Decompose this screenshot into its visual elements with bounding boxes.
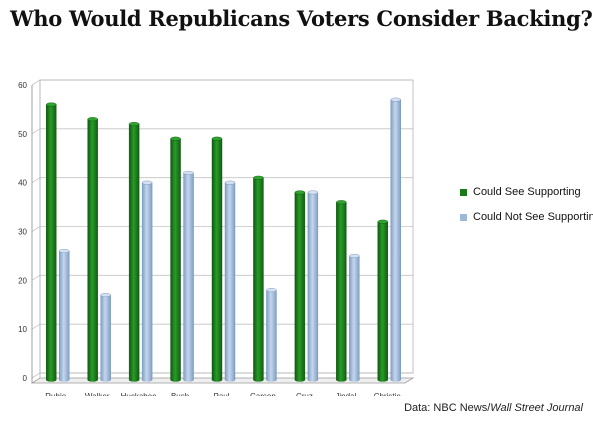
- legend-swatch-blue: [460, 214, 467, 221]
- y-tick-label: 60: [18, 81, 27, 90]
- bar: [336, 200, 347, 382]
- legend-item-could-see: Could See Supporting: [460, 186, 593, 199]
- y-tick-label: 10: [18, 325, 27, 334]
- x-tick-label: Paul: [213, 392, 229, 396]
- bar: [390, 97, 401, 382]
- x-tick-label: Christie: [374, 392, 402, 396]
- x-tick-label: Carson: [250, 392, 276, 396]
- x-tick-label: Bush: [171, 392, 189, 396]
- x-tick-label: Cruz: [296, 392, 313, 396]
- bar: [183, 170, 194, 382]
- y-tick-label: 50: [18, 130, 27, 139]
- gridline-side: [31, 177, 41, 184]
- bars: [46, 97, 401, 382]
- tick-labels: 0 10 20 30 40 50 60 Rubio Walker Huckabee Bush Paul…: [18, 81, 401, 396]
- bar: [128, 122, 140, 382]
- bar: [46, 102, 57, 382]
- bar: [294, 190, 306, 382]
- y-tick-label: 0: [23, 374, 28, 383]
- gridline-side: [31, 226, 41, 232]
- source-publication: Wall Street Journal: [490, 402, 583, 414]
- legend-swatch-green: [460, 189, 467, 196]
- legend-item-could-not-see: Could Not See Supporting: [460, 211, 593, 224]
- x-tick-label: Walker: [85, 392, 110, 396]
- bar: [170, 136, 181, 382]
- legend-label: Could Not See Supporting: [473, 211, 593, 223]
- source-note: Data: NBC News/Wall Street Journal: [404, 402, 583, 414]
- bar: [141, 180, 153, 382]
- gridline-side: [31, 372, 41, 379]
- source-prefix: Data: NBC News/: [404, 402, 491, 414]
- bar: [211, 136, 223, 382]
- gridline-side: [31, 323, 41, 330]
- x-tick-label: Rubio: [45, 392, 66, 396]
- bar: [266, 288, 277, 382]
- y-tick-label: 40: [18, 179, 27, 188]
- bar: [87, 117, 98, 382]
- gridline-side: [31, 128, 41, 135]
- bar: [307, 190, 319, 382]
- gridline-side: [31, 274, 41, 281]
- bar-chart: 0 10 20 30 40 50 60 Rubio Walker Huckabee Bush Paul…: [18, 79, 415, 396]
- chart-title: Who Would Republicans Voters Consider Ba…: [10, 6, 593, 31]
- legend-label: Could See Supporting: [473, 186, 581, 198]
- bar: [349, 253, 360, 382]
- bar: [377, 219, 388, 382]
- legend: Could See Supporting Could Not See Suppo…: [460, 186, 593, 236]
- bar: [100, 292, 111, 382]
- x-tick-label: Jindal: [335, 392, 356, 396]
- y-tick-label: 20: [18, 276, 27, 285]
- bar: [59, 249, 70, 382]
- bar: [253, 175, 264, 382]
- bar: [224, 180, 236, 382]
- gridline-side: [31, 79, 41, 86]
- x-tick-label: Huckabee: [121, 392, 158, 396]
- y-tick-label: 30: [18, 228, 27, 237]
